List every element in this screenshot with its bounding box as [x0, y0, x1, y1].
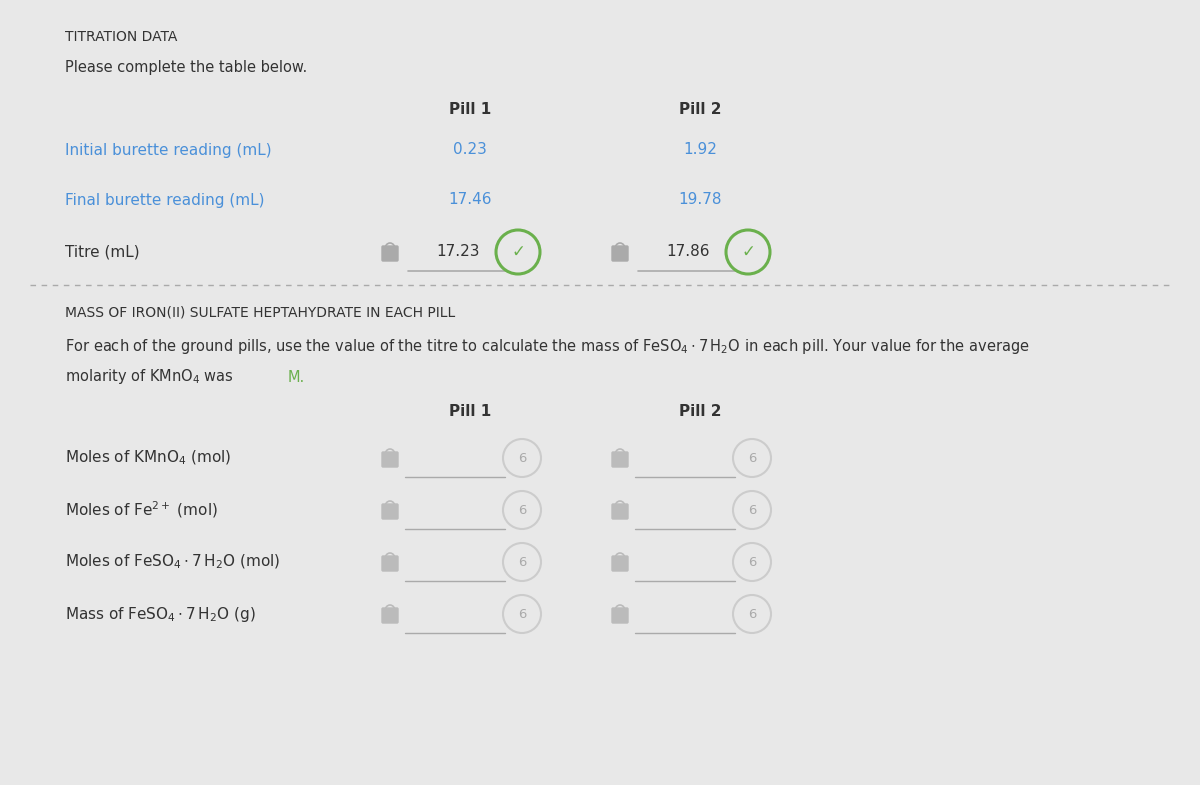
FancyBboxPatch shape [612, 452, 628, 467]
Text: TITRATION DATA: TITRATION DATA [65, 30, 178, 44]
Text: 6: 6 [518, 556, 526, 568]
Text: 17.86: 17.86 [666, 244, 709, 260]
Text: 1.92: 1.92 [683, 143, 716, 158]
Text: Moles of $\mathregular{KMnO_4}$ (mol): Moles of $\mathregular{KMnO_4}$ (mol) [65, 449, 232, 467]
Text: Pill 1: Pill 1 [449, 404, 491, 419]
Text: Moles of $\mathregular{FeSO_4 \cdot 7\,H_2O}$ (mol): Moles of $\mathregular{FeSO_4 \cdot 7\,H… [65, 553, 281, 571]
Text: MASS OF IRON(II) SULFATE HEPTAHYDRATE IN EACH PILL: MASS OF IRON(II) SULFATE HEPTAHYDRATE IN… [65, 306, 455, 320]
FancyBboxPatch shape [382, 246, 398, 261]
Text: 19.78: 19.78 [678, 192, 721, 207]
Text: 17.23: 17.23 [437, 244, 480, 260]
Text: 6: 6 [748, 503, 756, 517]
Text: For each of the ground pills, use the value of the titre to calculate the mass o: For each of the ground pills, use the va… [65, 338, 1030, 356]
Text: 6: 6 [518, 503, 526, 517]
Text: 6: 6 [748, 556, 756, 568]
Text: 6: 6 [518, 608, 526, 620]
Text: 0.23: 0.23 [454, 143, 487, 158]
Text: Please complete the table below.: Please complete the table below. [65, 60, 307, 75]
FancyBboxPatch shape [612, 504, 628, 519]
Text: Initial burette reading (mL): Initial burette reading (mL) [65, 143, 271, 158]
Text: Pill 1: Pill 1 [449, 103, 491, 118]
Text: molarity of $\mathregular{KMnO_4}$ was: molarity of $\mathregular{KMnO_4}$ was [65, 367, 234, 386]
Text: 17.46: 17.46 [449, 192, 492, 207]
FancyBboxPatch shape [382, 556, 398, 571]
Text: 6: 6 [748, 608, 756, 620]
Text: Moles of $\mathregular{Fe^{2+}}$ (mol): Moles of $\mathregular{Fe^{2+}}$ (mol) [65, 499, 218, 520]
Text: ✓: ✓ [511, 243, 524, 261]
Text: ✓: ✓ [742, 243, 755, 261]
FancyBboxPatch shape [382, 504, 398, 519]
Text: Pill 2: Pill 2 [679, 404, 721, 419]
Text: M.: M. [288, 370, 305, 385]
FancyBboxPatch shape [612, 556, 628, 571]
FancyBboxPatch shape [612, 608, 628, 623]
FancyBboxPatch shape [382, 608, 398, 623]
Text: 6: 6 [518, 451, 526, 465]
FancyBboxPatch shape [612, 246, 628, 261]
FancyBboxPatch shape [382, 452, 398, 467]
Text: Mass of $\mathregular{FeSO_4 \cdot 7\,H_2O}$ (g): Mass of $\mathregular{FeSO_4 \cdot 7\,H_… [65, 604, 256, 623]
Text: Final burette reading (mL): Final burette reading (mL) [65, 192, 264, 207]
Text: 6: 6 [748, 451, 756, 465]
Text: Pill 2: Pill 2 [679, 103, 721, 118]
Text: Titre (mL): Titre (mL) [65, 244, 139, 260]
